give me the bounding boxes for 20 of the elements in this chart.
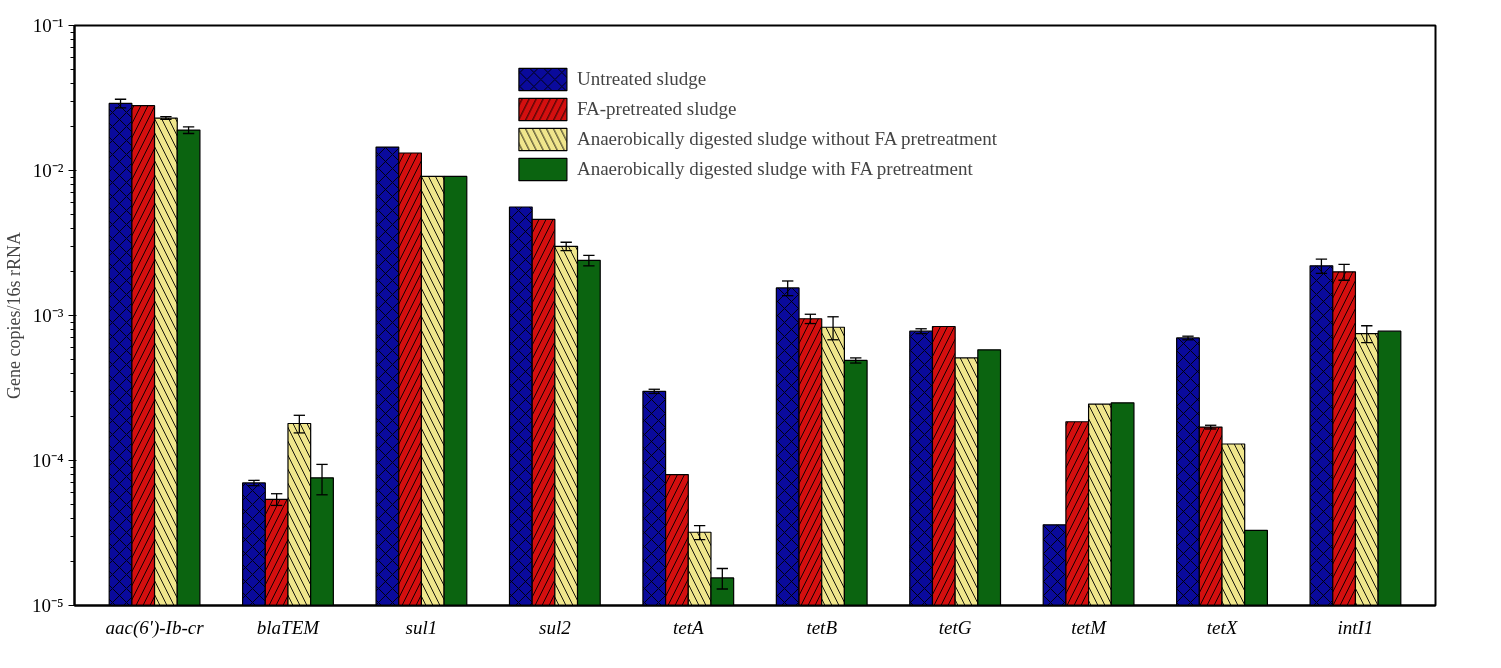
x-tick-label: tetX	[1206, 616, 1239, 638]
legend-label: Anaerobically digested sludge with FA pretreatment	[576, 158, 973, 180]
legend-label: Untreated sludge	[576, 68, 707, 90]
x-tick-label: tetG	[938, 616, 972, 638]
x-tick-label: tetM	[1071, 616, 1108, 638]
x-tick-label: aac(6')-Ib-cr	[105, 616, 205, 639]
x-tick-label: tetB	[806, 616, 838, 638]
legend-label: FA-pretreated sludge	[576, 98, 737, 120]
x-tick-label: blaTEM	[256, 616, 321, 638]
y-tick-label: 10⁻³	[32, 305, 64, 326]
y-tick-label: 10⁻¹	[32, 15, 64, 36]
y-tick-label: 10⁻⁵	[31, 595, 64, 616]
y-tick-label: 10⁻²	[32, 160, 64, 181]
x-tick-label: sul2	[539, 616, 572, 638]
y-tick-label: 10⁻⁴	[31, 450, 64, 471]
x-tick-label: intI1	[1337, 616, 1374, 638]
y-axis-title: Gene copies/16s rRNA	[3, 232, 24, 399]
legend-label: Anaerobically digested sludge without FA pretreatment	[576, 128, 998, 150]
x-tick-label: tetA	[672, 616, 704, 638]
x-tick-label: sul1	[405, 616, 438, 638]
